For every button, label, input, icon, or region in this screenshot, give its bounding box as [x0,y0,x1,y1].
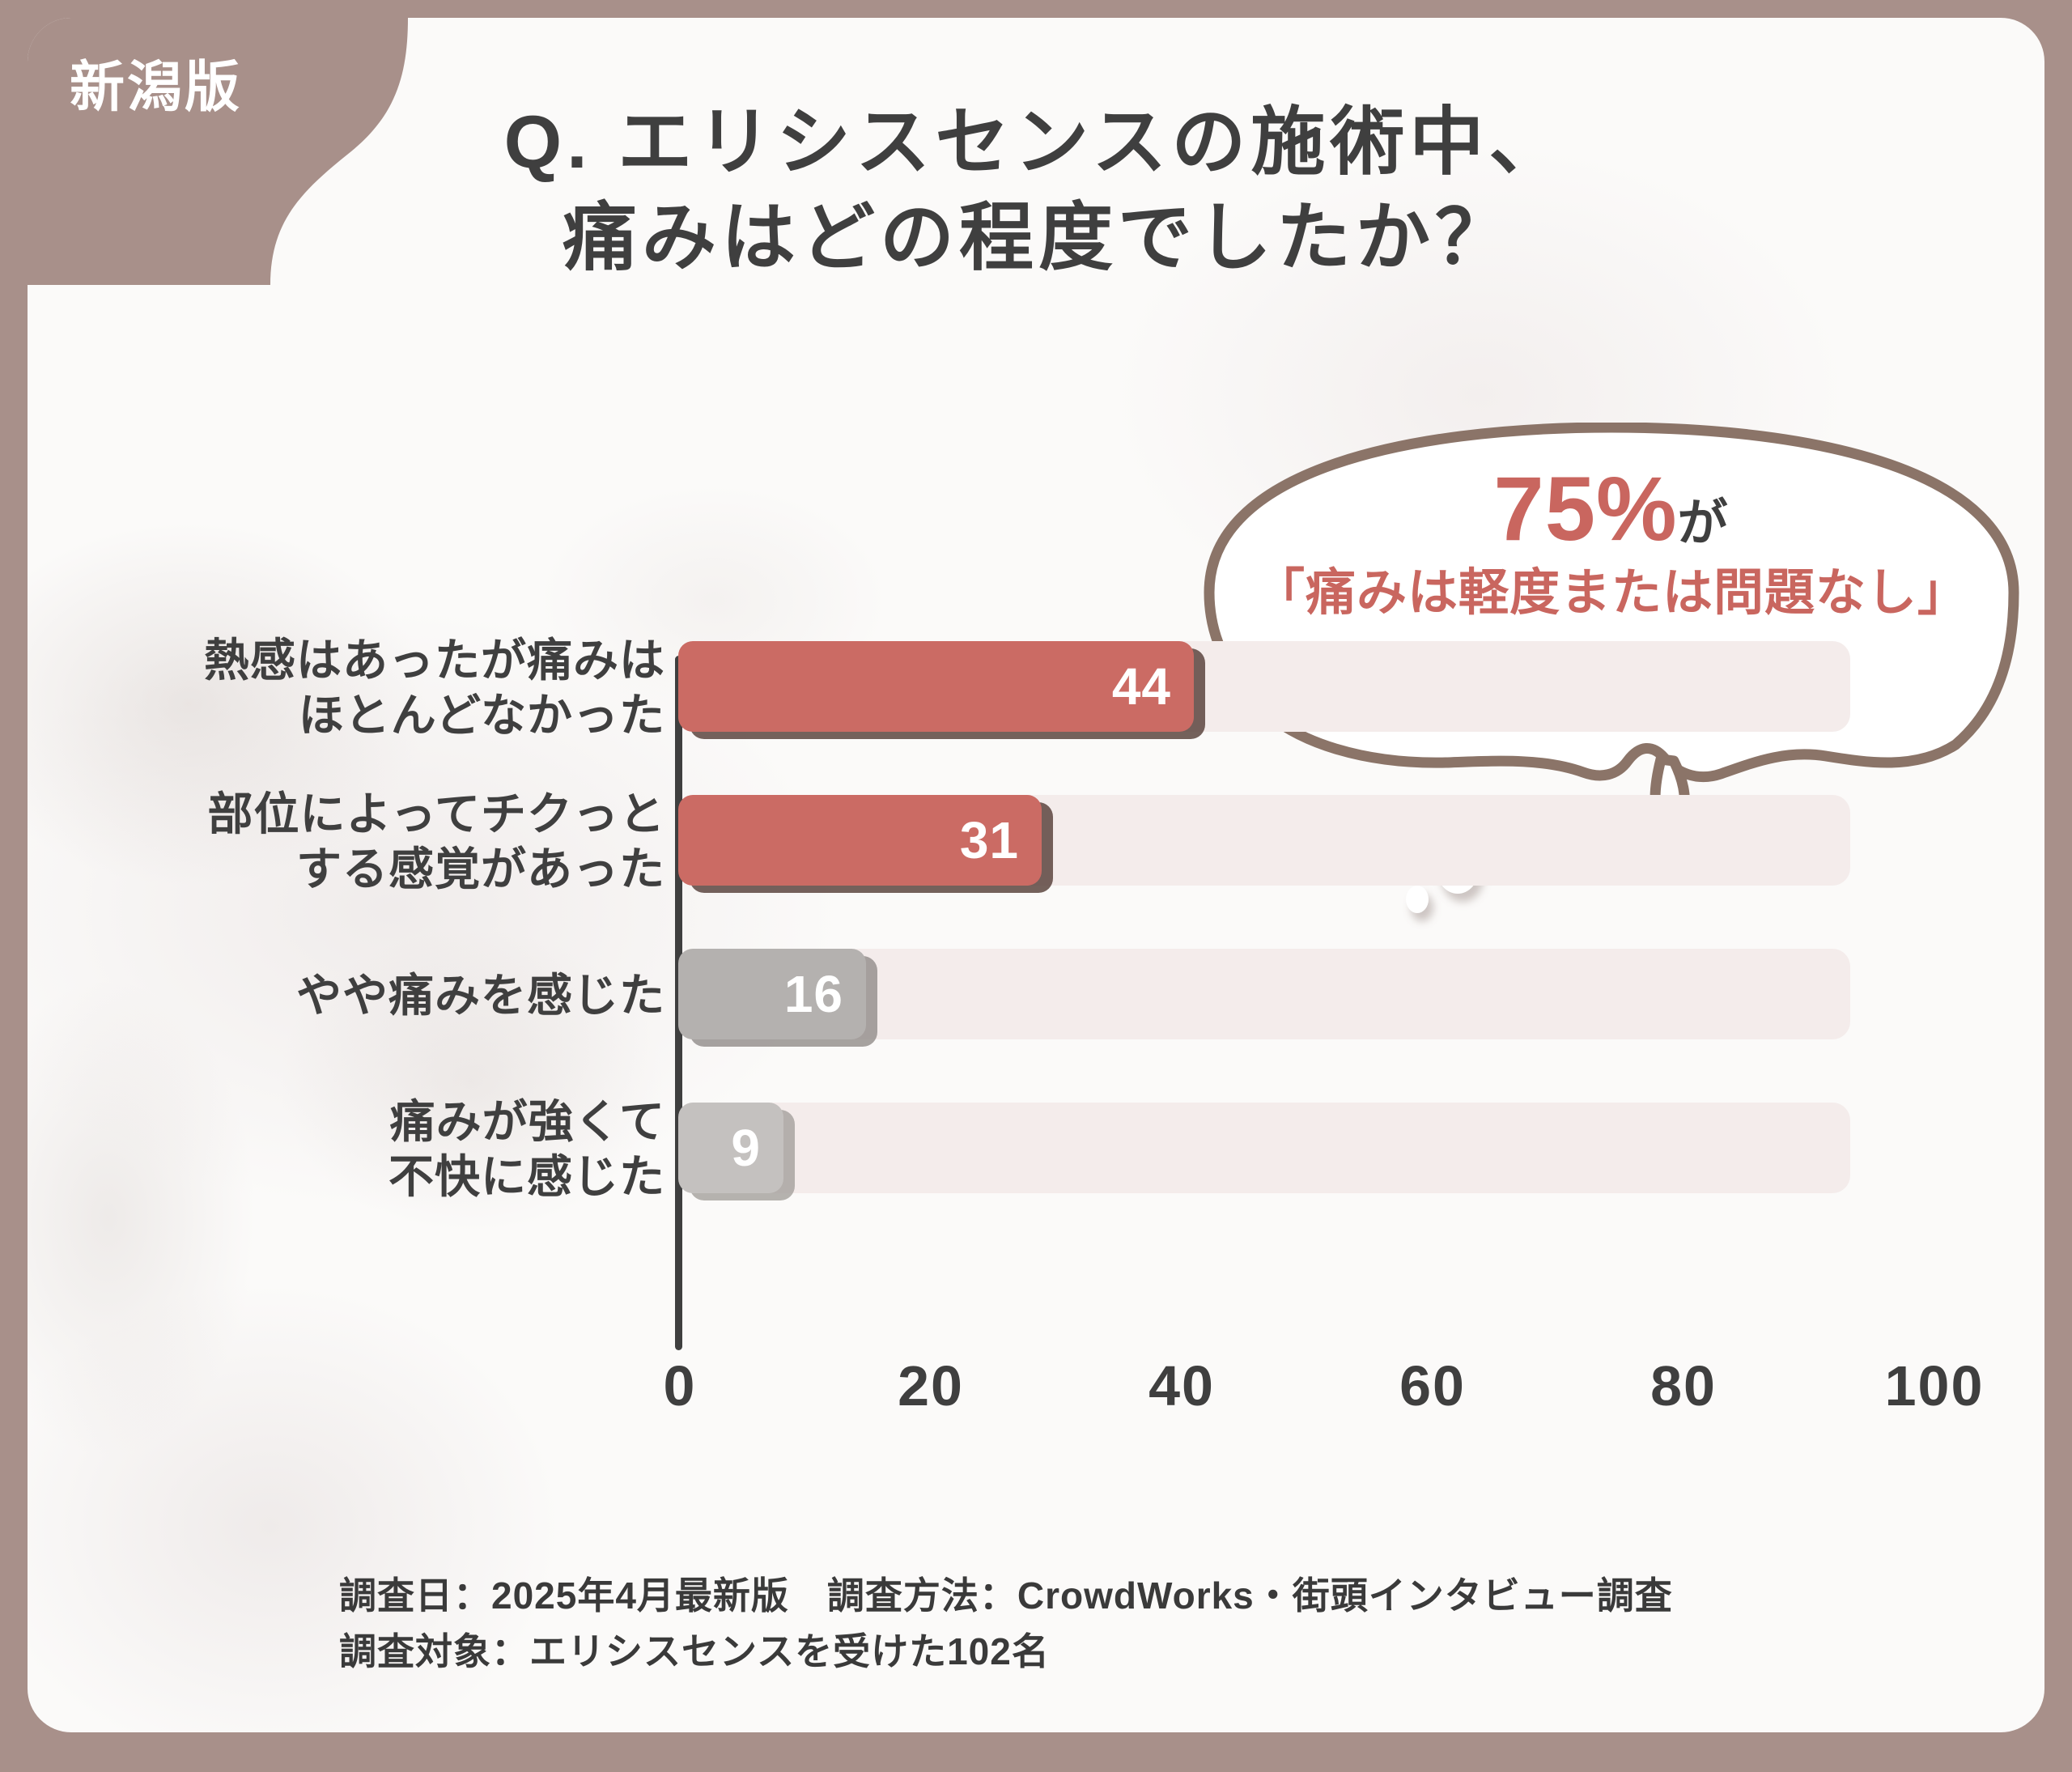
title-line-1: Q. エリシスセンスの施術中、 [503,101,1569,184]
bar-value: 31 [959,811,1019,869]
survey-note-line-1: 調査日：2025年4月最新版 調査方法：CrowdWorks・街頭インタビュー調… [339,1574,1673,1617]
x-tick: 100 [1884,1354,1985,1417]
bar-fill: 9 [678,1103,783,1193]
x-tick: 40 [1149,1354,1215,1417]
x-tick: 80 [1650,1354,1717,1417]
bar-fill: 44 [678,641,1194,732]
bubble-percent-suffix: が [1677,495,1730,551]
bar-label: 痛みが強くて 不快に感じた [388,1096,665,1203]
bubble-quote: 「痛みは軽度または問題なし」 [1254,564,1968,621]
bar-value: 16 [783,965,843,1023]
title-line-2: 痛みはどの程度でしたか？ [562,196,1514,279]
bubble-percent-value: 75% [1493,458,1678,559]
bubble-percent-line: 75%が [1203,461,2020,557]
survey-note-line-2: 調査対象：エリシスセンスを受けた102名 [339,1630,1050,1672]
survey-note: 調査日：2025年4月最新版 調査方法：CrowdWorks・街頭インタビュー調… [339,1568,1673,1680]
content-card: 新潟版 Q. エリシスセンスの施術中、 痛みはどの程度でしたか？ 75%が 「痛… [28,18,2044,1732]
bar-fill: 31 [678,795,1042,886]
bar-label: 部位によってチクっと する感覚があった [207,788,665,895]
bar-value: 44 [1111,657,1171,716]
bar-chart: 熱感はあったが痛みは ほとんどなかった 44 部位によってチクっと する感覚があ… [76,635,2019,1386]
x-tick: 60 [1399,1354,1466,1417]
x-tick: 20 [898,1354,964,1417]
bar-label: やや痛みを感じた [296,970,665,1021]
bar-fill: 16 [678,949,866,1039]
bar-track [678,949,1850,1039]
bar-label: 熱感はあったが痛みは ほとんどなかった [204,635,665,742]
corner-badge-shape [28,18,408,285]
x-axis-ticks: 0 20 40 60 80 100 [28,1353,2044,1443]
x-tick: 0 [663,1354,697,1417]
decor-dot-small [1406,886,1429,913]
page-title: Q. エリシスセンスの施術中、 痛みはどの程度でしたか？ [28,96,2044,287]
bar-value: 9 [731,1119,761,1177]
bar-track [678,1103,1850,1193]
